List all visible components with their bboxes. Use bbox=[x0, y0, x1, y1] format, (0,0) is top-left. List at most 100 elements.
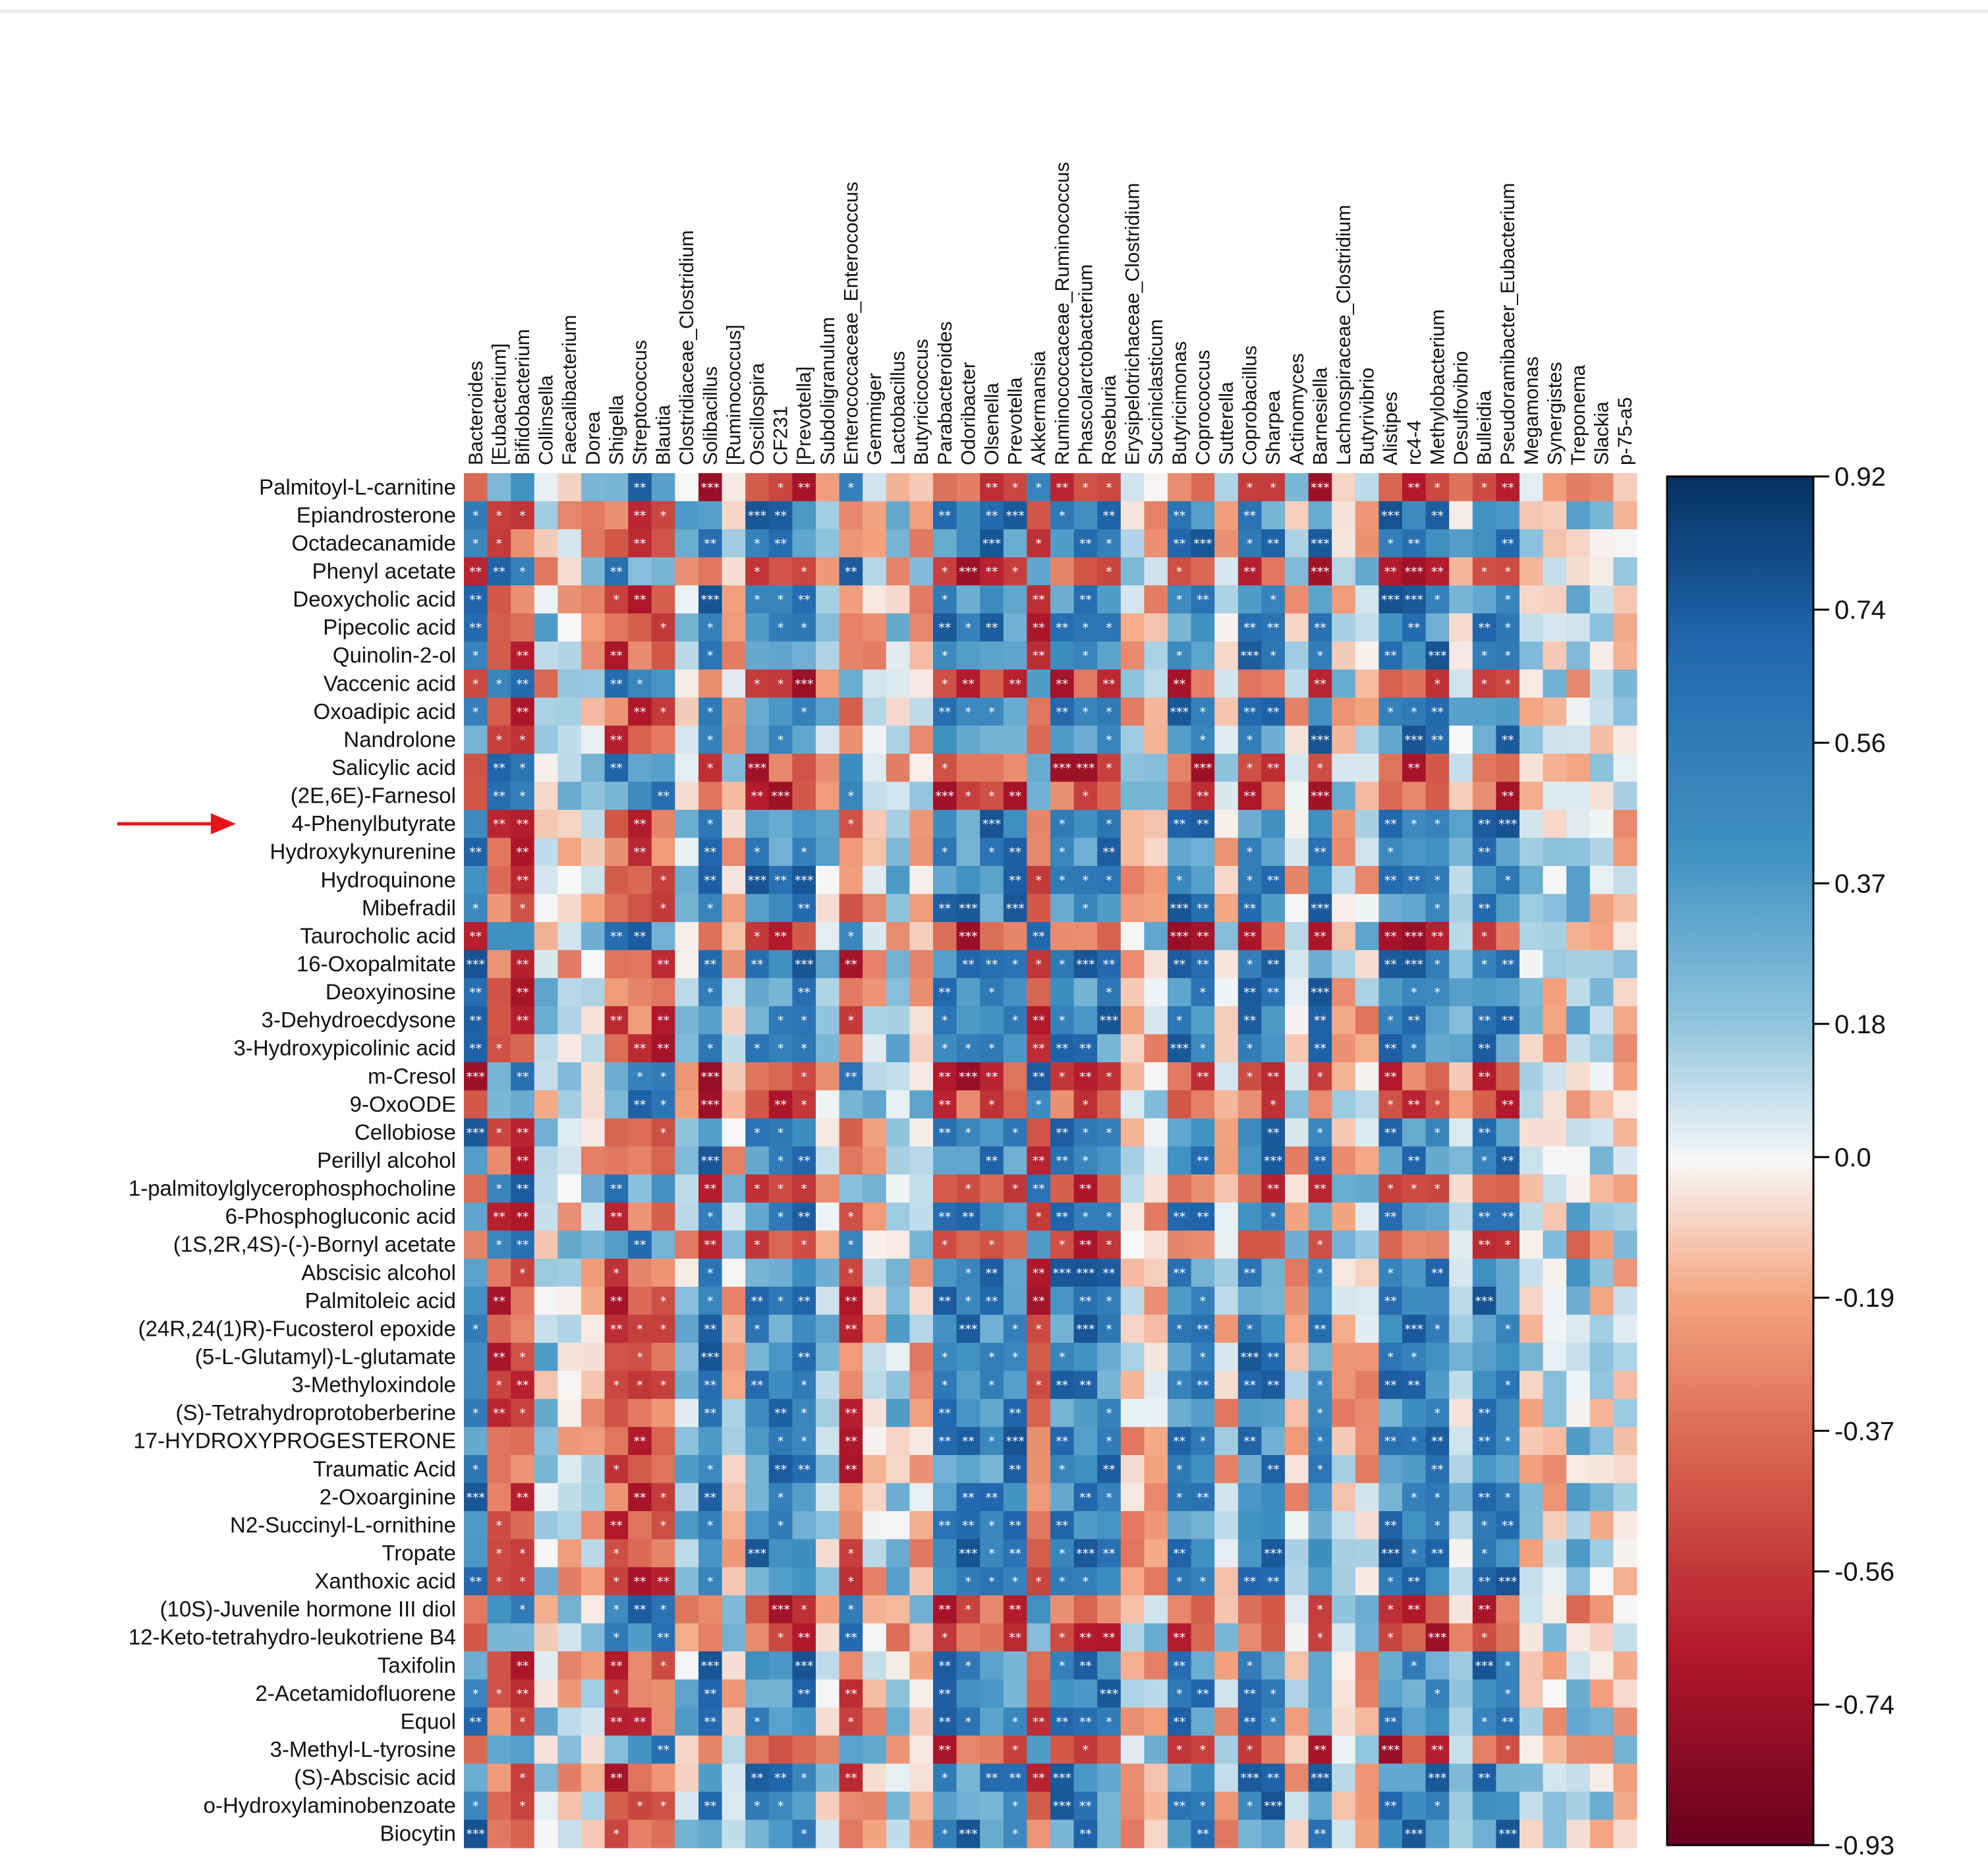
significance-star: ** bbox=[493, 789, 505, 804]
heatmap-cell bbox=[768, 529, 793, 558]
significance-star: ** bbox=[1173, 957, 1185, 972]
heatmap-cell bbox=[698, 950, 723, 979]
heatmap-cell bbox=[581, 726, 606, 755]
heatmap-cell bbox=[698, 613, 723, 643]
heatmap-cell bbox=[651, 1791, 675, 1821]
heatmap-cell bbox=[1003, 1707, 1027, 1736]
heatmap-cell bbox=[1261, 1819, 1286, 1848]
heatmap-cell bbox=[980, 473, 1004, 502]
significance-star: * bbox=[1083, 789, 1089, 804]
significance-star: ** bbox=[938, 509, 951, 523]
heatmap-cell bbox=[1496, 1315, 1520, 1344]
heatmap-cell bbox=[956, 838, 980, 867]
heatmap-cell bbox=[464, 809, 488, 839]
heatmap-cell bbox=[1168, 1371, 1192, 1400]
heatmap-cell bbox=[464, 670, 488, 699]
heatmap-cell bbox=[604, 1763, 629, 1792]
heatmap-cell bbox=[487, 1034, 511, 1063]
heatmap-cell bbox=[1050, 1006, 1075, 1035]
heatmap-cell bbox=[980, 978, 1004, 1007]
significance-star: ** bbox=[1384, 565, 1397, 579]
heatmap-cell bbox=[1285, 1595, 1309, 1624]
heatmap-cell bbox=[1332, 1511, 1356, 1540]
heatmap-cell bbox=[1613, 1034, 1637, 1063]
heatmap-cell bbox=[1168, 1455, 1192, 1484]
heatmap-cell bbox=[1027, 1090, 1051, 1119]
heatmap-cell bbox=[1613, 1595, 1637, 1624]
significance-star: ** bbox=[517, 845, 529, 860]
significance-star: ** bbox=[1407, 536, 1420, 551]
heatmap-cell bbox=[1402, 950, 1427, 979]
column-label: Clostridiaceae_Clostridium bbox=[676, 230, 698, 465]
heatmap-cell bbox=[1237, 838, 1262, 867]
significance-star: ** bbox=[1103, 677, 1116, 691]
heatmap-cell bbox=[1027, 670, 1051, 699]
heatmap-cell bbox=[1003, 1398, 1027, 1428]
significance-star: ** bbox=[517, 677, 529, 691]
heatmap-cell bbox=[1191, 1006, 1215, 1035]
significance-star: ** bbox=[610, 649, 623, 664]
significance-star: *** bbox=[1475, 1659, 1494, 1673]
heatmap-cell bbox=[886, 782, 910, 811]
heatmap-cell bbox=[1496, 501, 1520, 530]
heatmap-cell bbox=[1191, 838, 1215, 867]
significance-star: ** bbox=[517, 873, 529, 888]
heatmap-cell bbox=[816, 866, 840, 895]
heatmap-cell bbox=[1472, 1371, 1496, 1400]
heatmap-cell bbox=[675, 1230, 699, 1259]
row-label: Palmitoyl-L-carnitine bbox=[259, 474, 456, 499]
significance-star: *** bbox=[467, 957, 486, 972]
heatmap-cell bbox=[1402, 1286, 1427, 1315]
heatmap-cell bbox=[1191, 501, 1215, 530]
significance-star: ** bbox=[938, 1743, 951, 1757]
heatmap-cell bbox=[722, 1371, 746, 1400]
heatmap-cell bbox=[534, 529, 558, 558]
heatmap-cell bbox=[1472, 1483, 1496, 1512]
heatmap-cell bbox=[1543, 1679, 1567, 1708]
heatmap-cell bbox=[557, 1174, 582, 1203]
heatmap-cell bbox=[1027, 1427, 1051, 1456]
heatmap-cell bbox=[675, 1791, 699, 1821]
heatmap-cell bbox=[487, 866, 511, 895]
heatmap-cell bbox=[1003, 1623, 1027, 1652]
significance-star: * bbox=[942, 1827, 948, 1842]
heatmap-cell bbox=[1050, 501, 1075, 530]
heatmap-cell bbox=[1261, 809, 1286, 839]
heatmap-cell bbox=[1308, 1371, 1332, 1400]
heatmap-cell bbox=[1613, 1090, 1637, 1119]
heatmap-cell bbox=[534, 1146, 558, 1175]
heatmap-cell bbox=[745, 585, 770, 614]
heatmap-cell bbox=[816, 557, 840, 586]
significance-star: ** bbox=[1314, 1182, 1326, 1197]
heatmap-cell bbox=[1355, 1034, 1379, 1063]
significance-star: * bbox=[1317, 1435, 1324, 1449]
significance-star: * bbox=[1083, 1743, 1089, 1757]
heatmap-cell bbox=[511, 1595, 535, 1624]
significance-star: ** bbox=[1243, 1435, 1256, 1449]
heatmap-cell bbox=[909, 1567, 934, 1596]
heatmap-cell bbox=[1191, 1371, 1215, 1400]
heatmap-cell bbox=[487, 809, 511, 839]
heatmap-cell bbox=[816, 1427, 840, 1456]
heatmap-cell bbox=[487, 1371, 511, 1400]
significance-star: * bbox=[754, 536, 760, 551]
heatmap-cell bbox=[1120, 1679, 1145, 1708]
heatmap-cell bbox=[1027, 1230, 1051, 1259]
heatmap-cell bbox=[1332, 501, 1356, 530]
heatmap-cell bbox=[1378, 670, 1403, 699]
significance-star: ** bbox=[962, 1435, 975, 1449]
heatmap-cell bbox=[1378, 1202, 1403, 1232]
heatmap-cell bbox=[1378, 1763, 1403, 1792]
heatmap-cell bbox=[651, 1062, 675, 1091]
heatmap-cell bbox=[745, 922, 770, 951]
heatmap-cell bbox=[1566, 1315, 1591, 1344]
heatmap-cell bbox=[628, 501, 652, 530]
heatmap-cell bbox=[464, 1679, 488, 1708]
heatmap-cell bbox=[1308, 557, 1332, 586]
heatmap-cell bbox=[604, 809, 629, 839]
heatmap-cell bbox=[534, 613, 558, 643]
heatmap-cell bbox=[1496, 1567, 1520, 1596]
heatmap-cell bbox=[1214, 1062, 1239, 1091]
heatmap-cell bbox=[557, 1623, 582, 1652]
heatmap-cell bbox=[1543, 1146, 1567, 1175]
